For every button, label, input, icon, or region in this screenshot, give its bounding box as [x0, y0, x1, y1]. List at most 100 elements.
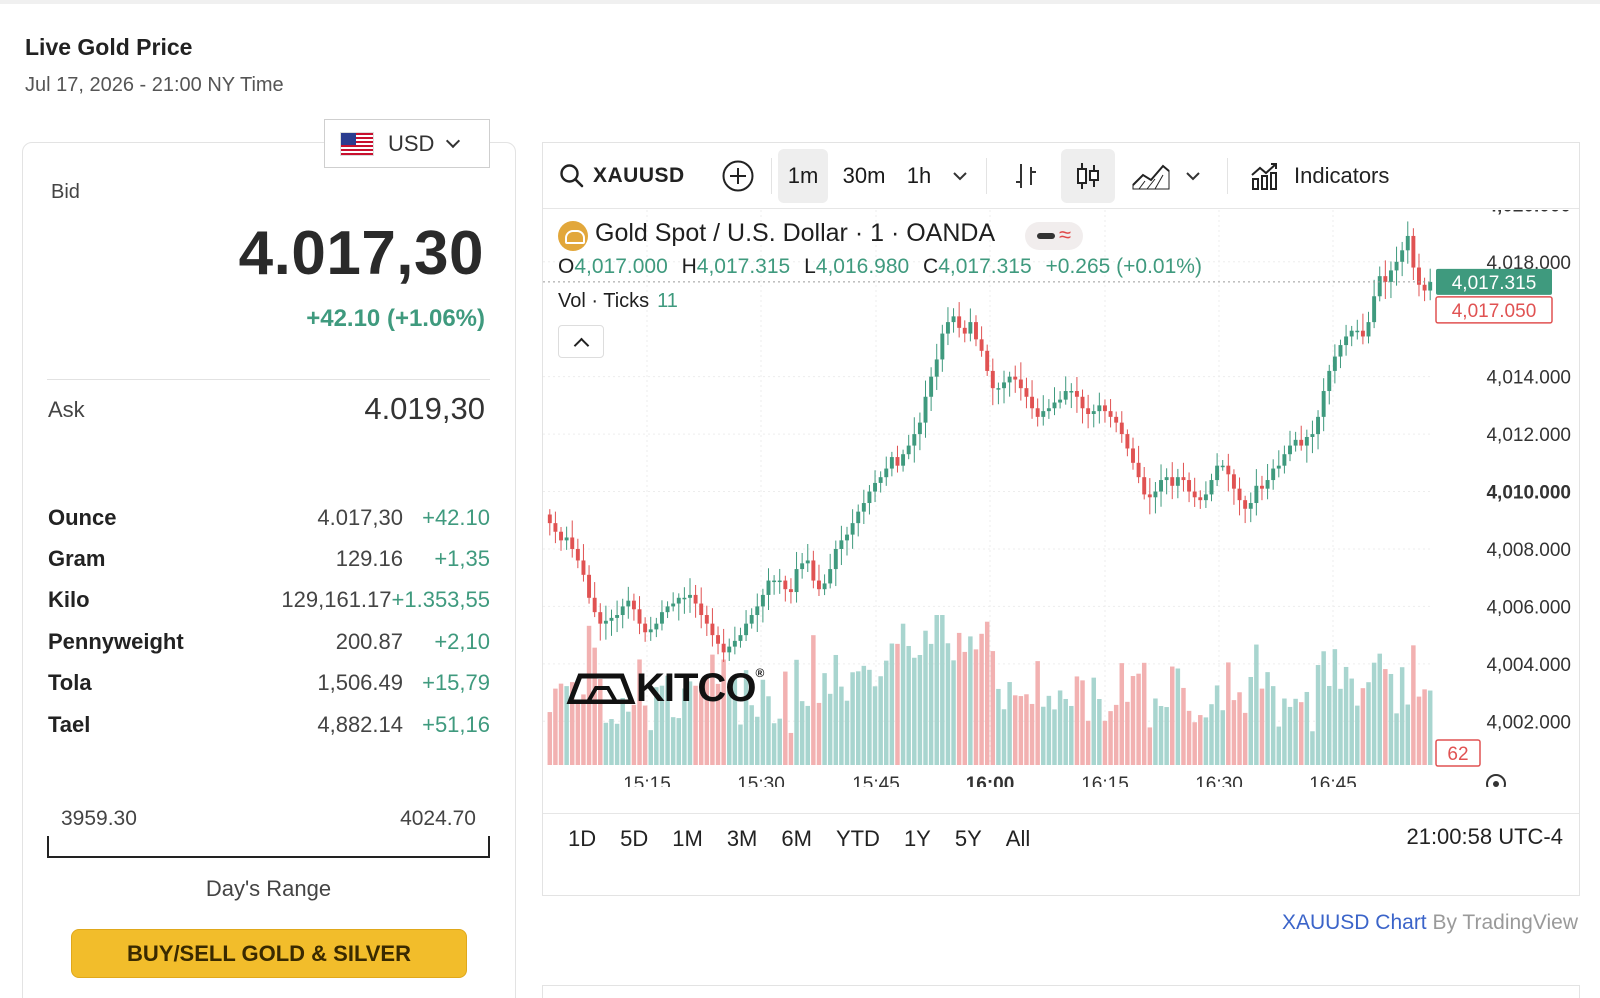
candles-chart-type-button[interactable]: [1061, 148, 1115, 203]
candle-body: [833, 548, 838, 570]
symbol-label: XAUUSD: [593, 163, 685, 187]
symbol-search[interactable]: XAUUSD: [559, 163, 699, 189]
range-all[interactable]: All: [1005, 826, 1031, 851]
buy-sell-button[interactable]: BUY/SELL GOLD & SILVER: [71, 929, 467, 978]
candle-body: [1372, 296, 1377, 323]
volume-bar: [984, 621, 990, 765]
volume-bar: [1355, 705, 1360, 765]
range-6m[interactable]: 6M: [781, 826, 812, 851]
candle-body: [564, 537, 569, 541]
range-3m[interactable]: 3M: [726, 826, 758, 851]
volume-bar: [1388, 673, 1394, 765]
volume-bar: [1282, 698, 1287, 765]
bid-change: +42.10 (+1.06%): [306, 305, 485, 332]
last-price-text: 4,017.315: [1452, 273, 1537, 294]
volume-bar: [928, 643, 934, 765]
volume-bar: [626, 711, 631, 765]
bar-chart-type-button[interactable]: [1013, 161, 1039, 191]
range-1d[interactable]: 1D: [568, 826, 597, 851]
range-5y[interactable]: 5Y: [954, 826, 982, 851]
volume-bar: [1399, 667, 1405, 765]
range-1y[interactable]: 1Y: [903, 826, 931, 851]
unit-price: 129.16: [335, 546, 403, 572]
volume-bar: [855, 671, 861, 765]
y-axis-label: 4,018.000: [1486, 253, 1571, 274]
currency-select[interactable]: USD: [324, 119, 490, 168]
candlestick-chart[interactable]: 4,020.000 4,018.000 4,014.000 4,012.000 4,01…: [543, 210, 1579, 787]
volume-bar: [912, 657, 917, 765]
candle-body: [1013, 376, 1018, 380]
volume-bar: [727, 690, 732, 765]
volume-bar: [1074, 676, 1080, 765]
range-divider: [543, 813, 1579, 814]
volume-bar: [687, 681, 693, 765]
volume-bar: [827, 693, 833, 765]
volume-bar: [1080, 680, 1085, 765]
candle-body: [845, 534, 849, 541]
candle-body: [811, 560, 816, 581]
candle-body: [760, 594, 765, 607]
candle-body: [1310, 434, 1315, 437]
timeframe-dropdown[interactable]: [952, 170, 968, 182]
volume-bar: [586, 625, 592, 765]
price-chart[interactable]: 4,020.000 4,018.000 4,014.000 4,012.000 4,01…: [543, 210, 1579, 787]
prev-close-text: 4,017.050: [1452, 301, 1537, 322]
compare-button[interactable]: [721, 159, 755, 193]
chart-type-dropdown[interactable]: [1185, 170, 1201, 182]
attribution-suffix: By TradingView: [1426, 911, 1578, 934]
volume-bar: [642, 705, 648, 765]
candle-body: [643, 623, 648, 633]
volume-legend: Vol · Ticks 11: [558, 290, 678, 313]
volume-bar: [777, 718, 782, 765]
volume-bar: [665, 675, 670, 765]
volume-bar: [940, 615, 945, 765]
timeframe-30m[interactable]: 30m: [834, 149, 894, 203]
range-ytd[interactable]: YTD: [835, 826, 880, 851]
volume-bar: [805, 705, 810, 765]
candle-body: [1338, 345, 1343, 357]
area-chart-type-button[interactable]: [1131, 161, 1171, 191]
attribution-link[interactable]: XAUUSD Chart: [1281, 911, 1427, 934]
collapse-legend-button[interactable]: [558, 325, 604, 358]
indicators-button[interactable]: Indicators: [1250, 161, 1389, 191]
candle-body: [581, 560, 586, 575]
volume-bar: [979, 633, 984, 765]
market-status-pill[interactable]: ≈: [1025, 222, 1083, 250]
candle-body: [1102, 405, 1107, 412]
volume-bar: [996, 688, 1001, 765]
range-5d[interactable]: 5D: [620, 826, 649, 851]
volume-bar: [721, 659, 726, 765]
candle-body: [951, 316, 956, 323]
volume-bar: [1091, 677, 1096, 765]
candle-body: [1254, 485, 1259, 504]
candle-body: [688, 594, 692, 598]
volume-bar: [1046, 695, 1052, 765]
chart-clock[interactable]: 21:00:58 UTC-4: [1406, 824, 1563, 849]
volume-bar: [956, 632, 962, 765]
candle-body: [1344, 336, 1349, 346]
volume-bar: [1405, 704, 1411, 765]
timeframe-1h[interactable]: 1h: [894, 149, 944, 203]
candle-body: [1170, 477, 1175, 486]
volume-bar: [1231, 700, 1237, 765]
candle-body: [788, 589, 793, 593]
day-range-bar: [47, 836, 490, 858]
volume-bar: [1366, 682, 1371, 765]
volume-bar: [872, 686, 878, 765]
candle-body: [861, 503, 866, 512]
candle-body: [1388, 270, 1393, 282]
candle-body: [671, 603, 676, 607]
volume-bar: [1052, 709, 1057, 765]
timeframe-1m[interactable]: 1m: [778, 148, 828, 203]
y-axis-label: 4,006.000: [1486, 597, 1571, 618]
unit-change: +1.353,55: [391, 587, 490, 613]
range-1m[interactable]: 1M: [672, 826, 703, 851]
volume-bar: [844, 700, 850, 765]
volume-bar: [693, 685, 698, 765]
volume-bar: [569, 682, 575, 765]
volume-bar: [811, 635, 816, 765]
search-icon: [560, 163, 584, 187]
bars-icon: [1016, 163, 1036, 188]
candle-body: [805, 560, 810, 564]
candle-body: [906, 445, 911, 455]
